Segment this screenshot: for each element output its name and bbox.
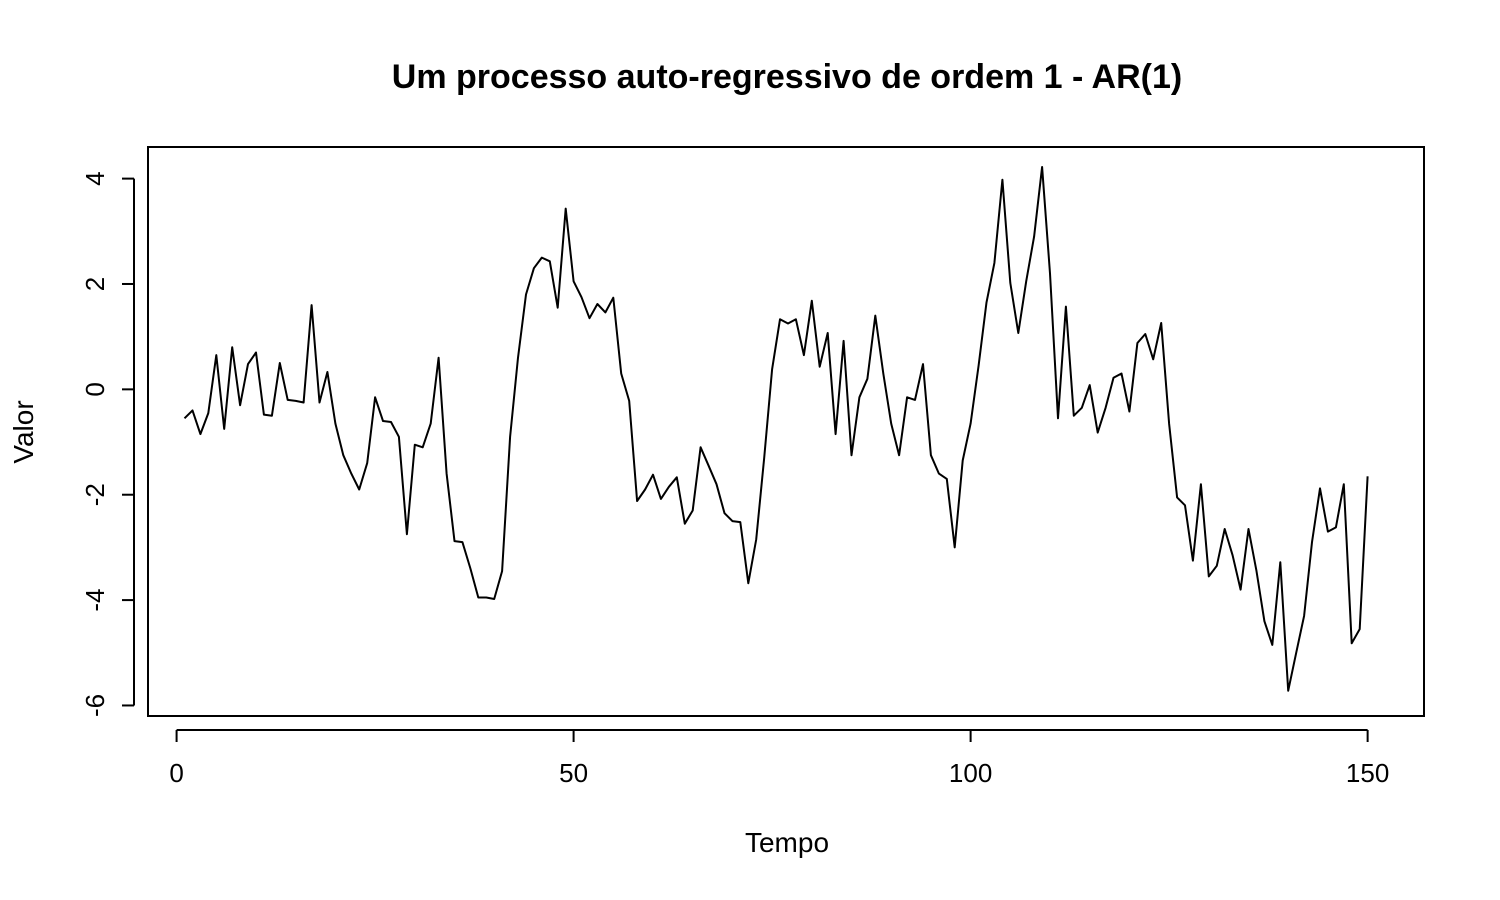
y-tick-label: -6	[80, 694, 110, 717]
x-tick-label: 150	[1346, 758, 1389, 788]
plot-frame	[147, 146, 1425, 717]
series-group	[183, 166, 1369, 692]
chart-title: Um processo auto-regressivo de ordem 1 -…	[392, 58, 1182, 96]
x-tick-label: 50	[559, 758, 588, 788]
y-tick-label: -2	[80, 483, 110, 506]
x-axis-label: Tempo	[745, 827, 829, 858]
y-axis-label: Valor	[8, 400, 39, 463]
x-axis: 0 50 100 150	[169, 729, 1389, 788]
y-tick-label: 4	[80, 171, 110, 185]
y-tick-label: 0	[80, 382, 110, 396]
x-tick-label: 0	[169, 758, 183, 788]
y-tick-label: 2	[80, 277, 110, 291]
x-tick-label: 100	[949, 758, 992, 788]
series-line	[183, 166, 1369, 692]
y-axis: -6 -4 -2 0 2 4	[80, 171, 135, 717]
y-tick-label: -4	[80, 589, 110, 612]
